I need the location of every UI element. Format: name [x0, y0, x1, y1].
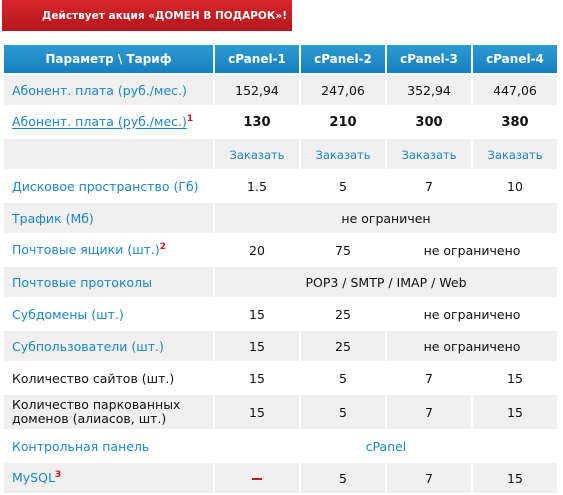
order-cell: Заказать — [215, 139, 299, 169]
row-fee: Абонент. плата (руб./мес.) 152,94 247,06… — [4, 75, 557, 105]
cell-value: 25 — [301, 331, 385, 361]
header-plan-4: cPanel-4 — [473, 45, 557, 73]
row-label: Контрольная панель — [4, 431, 213, 461]
order-cell: Заказать — [387, 139, 471, 169]
empty-cell — [4, 139, 213, 169]
row-label: Трафик (Мб) — [4, 203, 213, 233]
header-plan-2: cPanel-2 — [301, 45, 385, 73]
header-plan-1: cPanel-1 — [215, 45, 299, 73]
cell-value: 20 — [215, 235, 299, 265]
cell-value: 15 — [215, 331, 299, 361]
row-disk: Дисковое пространство (Гб) 1.5 5 7 10 — [4, 171, 557, 201]
order-link-cpanel-4[interactable]: Заказать — [487, 147, 543, 162]
cell-value: POP3 / SMTP / IMAP / Web — [215, 267, 557, 297]
order-cell: Заказать — [301, 139, 385, 169]
row-label: Почтовые протоколы — [4, 267, 213, 297]
header-param: Параметр \ Тариф — [4, 45, 213, 73]
promo-banner[interactable]: Действует акция «ДОМЕН В ПОДАРОК»! — [2, 0, 292, 31]
tariff-table: Параметр \ Тариф cPanel-1 cPanel-2 cPane… — [2, 43, 559, 495]
row-mailboxes: Почтовые ящики (шт.)2 20 75 не ограничен… — [4, 235, 557, 265]
cell-value: 15 — [473, 363, 557, 393]
row-label-cell: Почтовые ящики (шт.)2 — [4, 235, 213, 265]
order-link-cpanel-3[interactable]: Заказать — [401, 147, 457, 162]
order-cell: Заказать — [473, 139, 557, 169]
row-traffic: Трафик (Мб) не ограничен — [4, 203, 557, 233]
cell-value: 7 — [387, 363, 471, 393]
row-protocols: Почтовые протоколы POP3 / SMTP / IMAP / … — [4, 267, 557, 297]
cell-value: 10 — [473, 171, 557, 201]
cell-value: 130 — [215, 107, 299, 137]
order-link-cpanel-1[interactable]: Заказать — [229, 147, 285, 162]
row-label: Дисковое пространство (Гб) — [4, 171, 213, 201]
not-available-dash-icon — [252, 478, 262, 480]
cell-value: 15 — [215, 299, 299, 329]
cell-value: 210 — [301, 107, 385, 137]
table-header-row: Параметр \ Тариф cPanel-1 cPanel-2 cPane… — [4, 45, 557, 73]
cell-value: 75 — [301, 235, 385, 265]
cell-value: 15 — [215, 395, 299, 429]
cell-value: не ограничено — [387, 331, 557, 361]
row-label: Субдомены (шт.) — [4, 299, 213, 329]
row-parked: Количество паркованных доменов (алиасов,… — [4, 395, 557, 429]
cell-value: 352,94 — [387, 75, 471, 105]
header-plan-3: cPanel-3 — [387, 45, 471, 73]
row-panel: Контрольная панель cPanel — [4, 431, 557, 461]
order-link-cpanel-2[interactable]: Заказать — [315, 147, 371, 162]
promo-text: Действует акция «ДОМЕН В ПОДАРОК»! — [42, 9, 287, 22]
cell-value: не ограничено — [387, 235, 557, 265]
row-label: MySQL — [12, 470, 55, 486]
row-subusers: Субпользователи (шт.) 15 25 не ограничен… — [4, 331, 557, 361]
cell-value: 380 — [473, 107, 557, 137]
cell-value: 152,94 — [215, 75, 299, 105]
fee-discount-link[interactable]: Абонент. плата (руб./мес.) — [12, 114, 187, 130]
row-order: Заказать Заказать Заказать Заказать — [4, 139, 557, 169]
row-label-cell: MySQL3 — [4, 463, 213, 493]
row-label: Количество сайтов (шт.) — [4, 363, 213, 393]
row-label: Абонент. плата (руб./мес.) — [4, 75, 213, 105]
cell-value: 247,06 — [301, 75, 385, 105]
row-label-cell: Абонент. плата (руб./мес.)1 — [4, 107, 213, 137]
cell-value: 5 — [301, 395, 385, 429]
row-fee-discount: Абонент. плата (руб./мес.)1 130 210 300 … — [4, 107, 557, 137]
cell-value: не ограничено — [387, 299, 557, 329]
row-mysql: MySQL3 5 7 15 — [4, 463, 557, 493]
row-subdomains: Субдомены (шт.) 15 25 не ограничено — [4, 299, 557, 329]
cell-value: 300 — [387, 107, 471, 137]
cell-value: 447,06 — [473, 75, 557, 105]
cell-value: 15 — [473, 395, 557, 429]
cell-value: 7 — [387, 171, 471, 201]
cell-value: 25 — [301, 299, 385, 329]
row-sites: Количество сайтов (шт.) 15 5 7 15 — [4, 363, 557, 393]
cell-value: 7 — [387, 463, 471, 493]
cell-value: 5 — [301, 463, 385, 493]
cell-value: 5 — [301, 171, 385, 201]
row-label: Количество паркованных доменов (алиасов,… — [4, 395, 213, 429]
row-label: Почтовые ящики (шт.) — [12, 242, 160, 258]
footnote-marker[interactable]: 2 — [159, 242, 167, 253]
cell-value: 15 — [473, 463, 557, 493]
cell-value: 7 — [387, 395, 471, 429]
cell-value: не ограничен — [215, 203, 557, 233]
cell-value: 5 — [301, 363, 385, 393]
cell-value: cPanel — [215, 431, 557, 461]
footnote-marker[interactable]: 1 — [186, 114, 194, 125]
row-label: Субпользователи (шт.) — [4, 331, 213, 361]
cell-value — [215, 463, 299, 493]
cell-value: 1.5 — [215, 171, 299, 201]
cell-value: 15 — [215, 363, 299, 393]
footnote-marker[interactable]: 3 — [54, 470, 62, 481]
